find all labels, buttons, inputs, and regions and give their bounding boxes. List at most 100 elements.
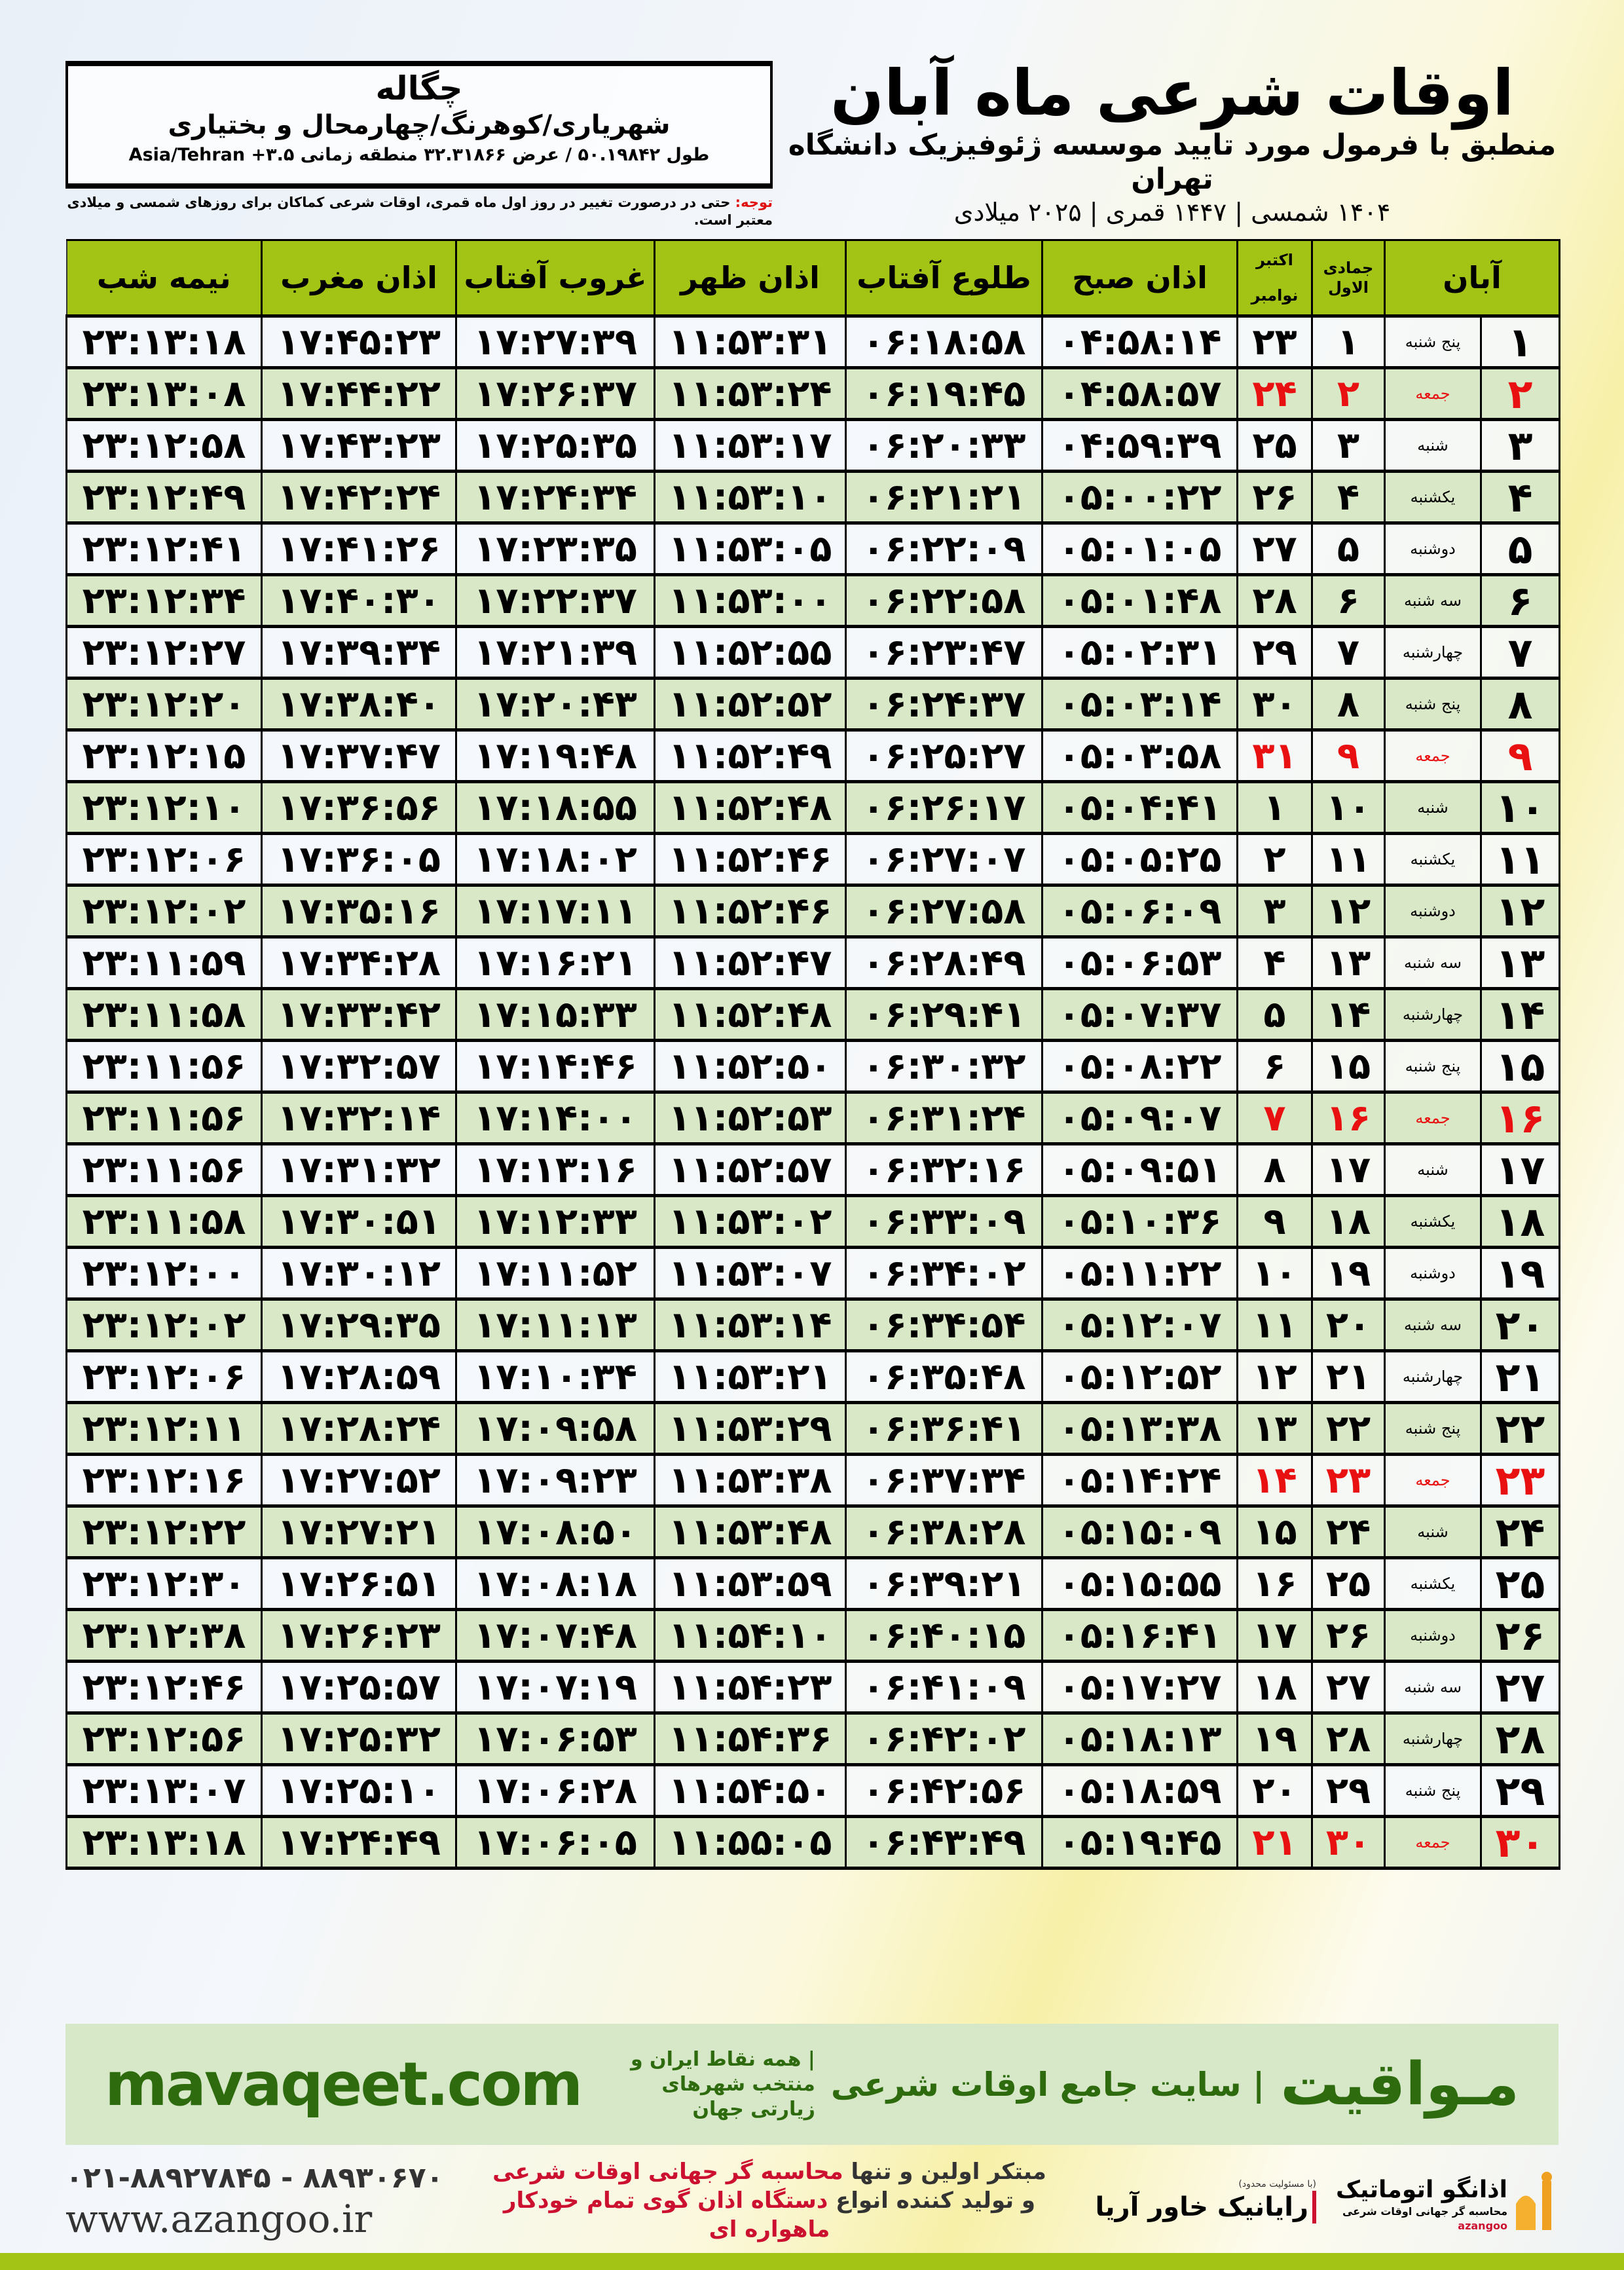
col-gregorian: اکتبر نوامبر bbox=[1236, 239, 1313, 317]
day-number: ۱۶ bbox=[1480, 1090, 1561, 1145]
fajr-time: ۰۵:۰۹:۵۱ bbox=[1041, 1142, 1238, 1197]
gregorian-date: ۵ bbox=[1236, 987, 1313, 1042]
sunrise-time: ۰۶:۳۱:۲۴ bbox=[845, 1090, 1043, 1145]
dhuhr-time: ۱۱:۵۳:۲۱ bbox=[654, 1349, 847, 1404]
sunset-time: ۱۷:۲۷:۳۹ bbox=[455, 314, 655, 369]
dhuhr-time: ۱۱:۵۲:۴۶ bbox=[654, 884, 847, 939]
site-url[interactable]: mavaqeet.com bbox=[105, 2049, 583, 2119]
sunset-time: ۱۷:۱۷:۱۱ bbox=[455, 884, 655, 939]
gregorian-date: ۳ bbox=[1236, 884, 1313, 939]
sunrise-time: ۰۶:۲۲:۵۸ bbox=[845, 573, 1043, 628]
dhuhr-time: ۱۱:۵۳:۱۰ bbox=[654, 470, 847, 525]
fajr-time: ۰۵:۱۰:۳۶ bbox=[1041, 1194, 1238, 1249]
gregorian-date: ۱۸ bbox=[1236, 1660, 1313, 1715]
sunset-time: ۱۷:۲۲:۳۷ bbox=[455, 573, 655, 628]
table-row: ۱۷ شنبه ۱۷ ۸ ۰۵:۰۹:۵۱ ۰۶:۳۲:۱۶ ۱۱:۵۲:۵۷ ۱۷:۱۳:۱… bbox=[65, 1142, 1561, 1197]
note: توجه: حتی در درصورت تغییر در روز اول ماه… bbox=[65, 194, 773, 229]
midnight-time: ۲۳:۱۲:۴۱ bbox=[65, 521, 263, 576]
table-row: ۸ پنج شنبه ۸ ۳۰ ۰۵:۰۳:۱۴ ۰۶:۲۴:۳۷ ۱۱:۵۲:۵۲ ۱۷:۲… bbox=[65, 677, 1561, 732]
sunset-time: ۱۷:۲۳:۳۵ bbox=[455, 521, 655, 576]
day-number: ۳۰ bbox=[1480, 1815, 1561, 1870]
gregorian-date: ۲۹ bbox=[1236, 625, 1313, 680]
logos: اذانگو اتوماتیک محاسبه گر جهانی اوقات شر… bbox=[1096, 2168, 1559, 2233]
day-number: ۲۱ bbox=[1480, 1349, 1561, 1404]
fajr-time: ۰۵:۱۵:۵۵ bbox=[1041, 1556, 1238, 1611]
day-number: ۱۰ bbox=[1480, 780, 1561, 835]
weekday: سه شنبه bbox=[1383, 935, 1483, 990]
hijri-date: ۱ bbox=[1311, 314, 1386, 369]
weekday: سه شنبه bbox=[1383, 1660, 1483, 1715]
weekday: شنبه bbox=[1383, 1504, 1483, 1559]
dhuhr-time: ۱۱:۵۳:۰۷ bbox=[654, 1246, 847, 1301]
sunset-time: ۱۷:۰۸:۱۸ bbox=[455, 1556, 655, 1611]
hijri-date: ۴ bbox=[1311, 470, 1386, 525]
note-text: حتی در درصورت تغییر در روز اول ماه قمری،… bbox=[67, 195, 773, 228]
sunrise-time: ۰۶:۳۴:۰۲ bbox=[845, 1246, 1043, 1301]
maghrib-time: ۱۷:۳۲:۵۷ bbox=[261, 1039, 457, 1094]
gregorian-date: ۲ bbox=[1236, 832, 1313, 887]
dhuhr-time: ۱۱:۵۵:۰۵ bbox=[654, 1815, 847, 1870]
day-number: ۱۱ bbox=[1480, 832, 1561, 887]
dhuhr-time: ۱۱:۵۲:۵۳ bbox=[654, 1090, 847, 1145]
hijri-date: ۱۹ bbox=[1311, 1246, 1386, 1301]
bottom-band bbox=[0, 2253, 1624, 2270]
weekday: شنبه bbox=[1383, 1142, 1483, 1197]
table-row: ۳ شنبه ۳ ۲۵ ۰۴:۵۹:۳۹ ۰۶:۲۰:۳۳ ۱۱:۵۳:۱۷ ۱۷:۲۵:۳۵… bbox=[65, 418, 1561, 473]
weekday: چهارشنبه bbox=[1383, 987, 1483, 1042]
city-name: چگاله bbox=[375, 69, 463, 107]
table-row: ۲۶ دوشنبه ۲۶ ۱۷ ۰۵:۱۶:۴۱ ۰۶:۴۰:۱۵ ۱۱:۵۴:۱۰ ۱۷:۰… bbox=[65, 1608, 1561, 1663]
hijri-date: ۲۵ bbox=[1311, 1556, 1386, 1611]
gregorian-date: ۱۷ bbox=[1236, 1608, 1313, 1663]
day-number: ۱۹ bbox=[1480, 1246, 1561, 1301]
site-name: مـواقیت bbox=[1280, 2050, 1519, 2119]
fajr-time: ۰۵:۰۷:۳۷ bbox=[1041, 987, 1238, 1042]
sunset-time: ۱۷:۱۴:۴۶ bbox=[455, 1039, 655, 1094]
azangoo-sub: محاسبه گر جهانی اوقات شرعی bbox=[1342, 2205, 1507, 2218]
weekday: چهارشنبه bbox=[1383, 625, 1483, 680]
fajr-time: ۰۵:۰۶:۵۳ bbox=[1041, 935, 1238, 990]
weekday: سه شنبه bbox=[1383, 1297, 1483, 1352]
day-number: ۳ bbox=[1480, 418, 1561, 473]
table-row: ۱۳ سه شنبه ۱۳ ۴ ۰۵:۰۶:۵۳ ۰۶:۲۸:۴۹ ۱۱:۵۲:۴۷ ۱۷:۱… bbox=[65, 935, 1561, 990]
fajr-time: ۰۵:۰۰:۲۲ bbox=[1041, 470, 1238, 525]
table-row: ۲۴ شنبه ۲۴ ۱۵ ۰۵:۱۵:۰۹ ۰۶:۳۸:۲۸ ۱۱:۵۳:۴۸ ۱۷:۰۸:… bbox=[65, 1504, 1561, 1559]
midnight-time: ۲۳:۱۲:۵۸ bbox=[65, 418, 263, 473]
gregorian-date: ۶ bbox=[1236, 1039, 1313, 1094]
gregorian-date: ۲۰ bbox=[1236, 1763, 1313, 1818]
midnight-time: ۲۳:۱۲:۱۶ bbox=[65, 1453, 263, 1508]
promo-text: مبتکر اولین و تنها محاسبه گر جهانی اوقات… bbox=[463, 2157, 1075, 2244]
hijri-date: ۱۵ bbox=[1311, 1039, 1386, 1094]
promo-1b: محاسبه گر جهانی اوقات شرعی bbox=[492, 2159, 843, 2185]
table-row: ۲۰ سه شنبه ۲۰ ۱۱ ۰۵:۱۲:۰۷ ۰۶:۳۴:۵۴ ۱۱:۵۳:۱۴ ۱۷:… bbox=[65, 1297, 1561, 1352]
table-row: ۱۶ جمعه ۱۶ ۷ ۰۵:۰۹:۰۷ ۰۶:۳۱:۲۴ ۱۱:۵۲:۵۳ ۱۷:۱۴:۰… bbox=[65, 1090, 1561, 1145]
sunrise-time: ۰۶:۴۲:۵۶ bbox=[845, 1763, 1043, 1818]
gregorian-date: ۱۵ bbox=[1236, 1504, 1313, 1559]
fajr-time: ۰۵:۰۲:۳۱ bbox=[1041, 625, 1238, 680]
sunrise-time: ۰۶:۳۵:۴۸ bbox=[845, 1349, 1043, 1404]
col-midnight: نیمه شب bbox=[65, 239, 263, 317]
gregorian-date: ۲۵ bbox=[1236, 418, 1313, 473]
dhuhr-time: ۱۱:۵۳:۰۵ bbox=[654, 521, 847, 576]
day-number: ۲۰ bbox=[1480, 1297, 1561, 1352]
day-number: ۲۳ bbox=[1480, 1453, 1561, 1508]
site-branding: مـواقیت | سایت جامع اوقات شرعی | همه نقا… bbox=[607, 2047, 1519, 2122]
day-number: ۲ bbox=[1480, 366, 1561, 421]
fajr-time: ۰۴:۵۸:۵۷ bbox=[1041, 366, 1238, 421]
gregorian-date: ۴ bbox=[1236, 935, 1313, 990]
hijri-date: ۲۶ bbox=[1311, 1608, 1386, 1663]
table-row: ۳۰ جمعه ۳۰ ۲۱ ۰۵:۱۹:۴۵ ۰۶:۴۳:۴۹ ۱۱:۵۵:۰۵ ۱۷:۰۶:… bbox=[65, 1815, 1561, 1870]
azangoo-url[interactable]: www.azangoo.ir bbox=[65, 2197, 373, 2241]
fajr-time: ۰۵:۱۴:۲۴ bbox=[1041, 1453, 1238, 1508]
fajr-time: ۰۵:۰۶:۰۹ bbox=[1041, 884, 1238, 939]
dhuhr-time: ۱۱:۵۲:۴۸ bbox=[654, 780, 847, 835]
sunset-time: ۱۷:۱۵:۳۳ bbox=[455, 987, 655, 1042]
sunset-time: ۱۷:۲۱:۳۹ bbox=[455, 625, 655, 680]
midnight-time: ۲۳:۱۲:۳۴ bbox=[65, 573, 263, 628]
table-row: ۹ جمعه ۹ ۳۱ ۰۵:۰۳:۵۸ ۰۶:۲۵:۲۷ ۱۱:۵۲:۴۹ ۱۷:۱۹:۴۸… bbox=[65, 728, 1561, 783]
weekday: جمعه bbox=[1383, 1090, 1483, 1145]
maghrib-time: ۱۷:۲۵:۳۲ bbox=[261, 1711, 457, 1766]
midnight-time: ۲۳:۱۱:۵۶ bbox=[65, 1090, 263, 1145]
fajr-time: ۰۵:۱۹:۴۵ bbox=[1041, 1815, 1238, 1870]
sunset-time: ۱۷:۱۸:۵۵ bbox=[455, 780, 655, 835]
midnight-time: ۲۳:۱۲:۲۷ bbox=[65, 625, 263, 680]
